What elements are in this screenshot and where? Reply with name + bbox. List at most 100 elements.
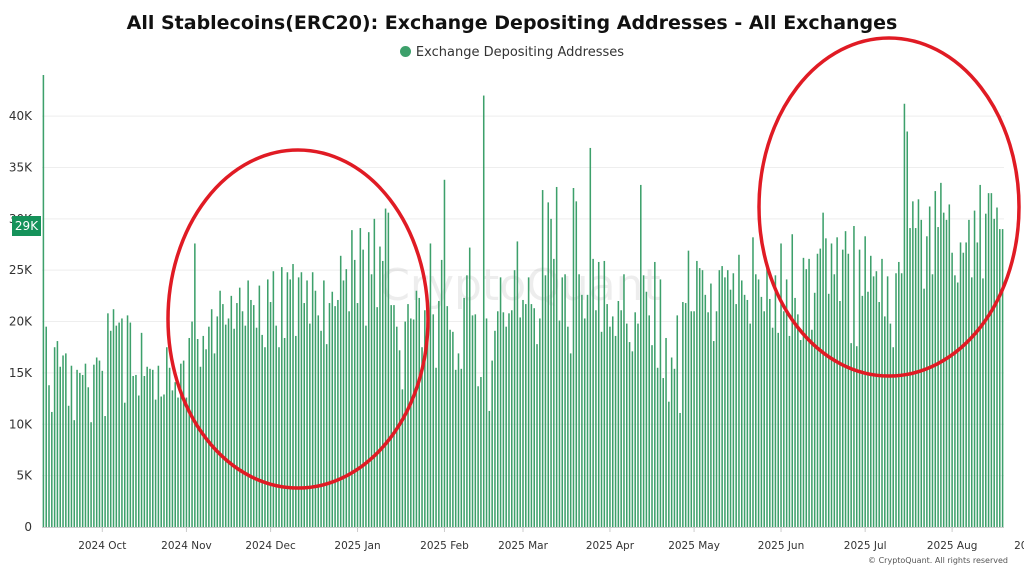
bar[interactable] bbox=[137, 395, 140, 527]
bar[interactable] bbox=[126, 315, 129, 527]
bar[interactable] bbox=[533, 308, 535, 527]
bar[interactable] bbox=[527, 277, 530, 527]
bar[interactable] bbox=[199, 366, 202, 527]
bar[interactable] bbox=[802, 257, 805, 527]
bar[interactable] bbox=[224, 324, 227, 527]
bar[interactable] bbox=[931, 274, 934, 527]
bar[interactable] bbox=[373, 218, 376, 527]
bar[interactable] bbox=[457, 353, 460, 527]
bar[interactable] bbox=[309, 323, 311, 527]
bar[interactable] bbox=[729, 289, 732, 527]
bar[interactable] bbox=[553, 258, 555, 527]
bar[interactable] bbox=[233, 328, 235, 527]
bar[interactable] bbox=[320, 330, 322, 527]
bar[interactable] bbox=[738, 254, 740, 527]
bar[interactable] bbox=[292, 264, 294, 527]
bar[interactable] bbox=[850, 343, 852, 527]
bar[interactable] bbox=[76, 369, 78, 527]
bar[interactable] bbox=[466, 275, 468, 527]
bar[interactable] bbox=[816, 253, 819, 527]
bar[interactable] bbox=[920, 219, 923, 527]
bar[interactable] bbox=[53, 347, 56, 527]
bar[interactable] bbox=[836, 237, 838, 527]
bar[interactable] bbox=[454, 369, 457, 527]
bar[interactable] bbox=[698, 268, 701, 527]
bar[interactable] bbox=[631, 351, 634, 527]
bar[interactable] bbox=[847, 253, 850, 527]
bar[interactable] bbox=[188, 337, 191, 527]
bar[interactable] bbox=[339, 255, 342, 528]
bar[interactable] bbox=[185, 397, 188, 527]
bar[interactable] bbox=[272, 271, 275, 527]
bar[interactable] bbox=[499, 277, 502, 527]
bar[interactable] bbox=[670, 357, 673, 528]
bar[interactable] bbox=[342, 280, 345, 527]
bar[interactable] bbox=[446, 306, 449, 527]
bar[interactable] bbox=[328, 303, 331, 527]
bar[interactable] bbox=[811, 329, 813, 527]
bar[interactable] bbox=[474, 314, 477, 527]
bar[interactable] bbox=[968, 219, 970, 527]
bar[interactable] bbox=[485, 318, 488, 527]
bar[interactable] bbox=[295, 335, 297, 527]
bar[interactable] bbox=[712, 341, 715, 527]
bar[interactable] bbox=[841, 249, 844, 527]
bar[interactable] bbox=[996, 207, 998, 527]
bar[interactable] bbox=[701, 270, 704, 527]
bar[interactable] bbox=[418, 297, 420, 527]
bar[interactable] bbox=[123, 402, 126, 527]
bar[interactable] bbox=[976, 242, 979, 527]
bar[interactable] bbox=[370, 274, 373, 527]
bar[interactable] bbox=[999, 229, 1001, 527]
bar[interactable] bbox=[951, 252, 953, 527]
bar[interactable] bbox=[965, 242, 967, 527]
bar[interactable] bbox=[979, 184, 981, 528]
bar[interactable] bbox=[247, 280, 249, 527]
bar[interactable] bbox=[942, 212, 945, 527]
bar[interactable] bbox=[42, 75, 45, 527]
bar[interactable] bbox=[555, 186, 558, 527]
bar[interactable] bbox=[771, 327, 774, 527]
bar[interactable] bbox=[404, 321, 406, 527]
bar[interactable] bbox=[390, 305, 392, 527]
bar[interactable] bbox=[174, 382, 176, 527]
bar[interactable] bbox=[51, 411, 53, 527]
bar[interactable] bbox=[219, 290, 221, 527]
bar[interactable] bbox=[926, 236, 928, 527]
bar[interactable] bbox=[808, 258, 810, 527]
bar[interactable] bbox=[603, 260, 606, 527]
bar[interactable] bbox=[177, 397, 179, 527]
bar[interactable] bbox=[718, 270, 721, 527]
bar[interactable] bbox=[196, 339, 199, 527]
bar[interactable] bbox=[578, 274, 580, 527]
bar[interactable] bbox=[208, 326, 210, 527]
bar[interactable] bbox=[241, 311, 244, 527]
bar[interactable] bbox=[95, 357, 98, 528]
bar[interactable] bbox=[662, 378, 664, 527]
bar[interactable] bbox=[337, 299, 339, 527]
bar[interactable] bbox=[606, 304, 608, 527]
bar[interactable] bbox=[726, 270, 729, 527]
bar[interactable] bbox=[668, 401, 670, 527]
bar[interactable] bbox=[281, 267, 283, 527]
bar[interactable] bbox=[895, 273, 897, 527]
bar[interactable] bbox=[954, 275, 956, 527]
bar[interactable] bbox=[202, 335, 205, 527]
bar[interactable] bbox=[682, 302, 684, 527]
bar[interactable] bbox=[244, 325, 247, 527]
bar[interactable] bbox=[763, 311, 765, 527]
bar[interactable] bbox=[833, 274, 836, 527]
bar[interactable] bbox=[65, 353, 67, 527]
bar[interactable] bbox=[853, 226, 855, 527]
bar[interactable] bbox=[303, 303, 305, 527]
bar[interactable] bbox=[987, 193, 990, 527]
bar[interactable] bbox=[962, 252, 965, 527]
bar[interactable] bbox=[135, 374, 137, 527]
bar[interactable] bbox=[679, 412, 681, 527]
bar[interactable] bbox=[813, 292, 816, 527]
bar[interactable] bbox=[735, 304, 737, 527]
bar[interactable] bbox=[191, 321, 193, 527]
bar[interactable] bbox=[558, 320, 561, 527]
bar[interactable] bbox=[56, 341, 59, 527]
bar[interactable] bbox=[704, 294, 707, 527]
